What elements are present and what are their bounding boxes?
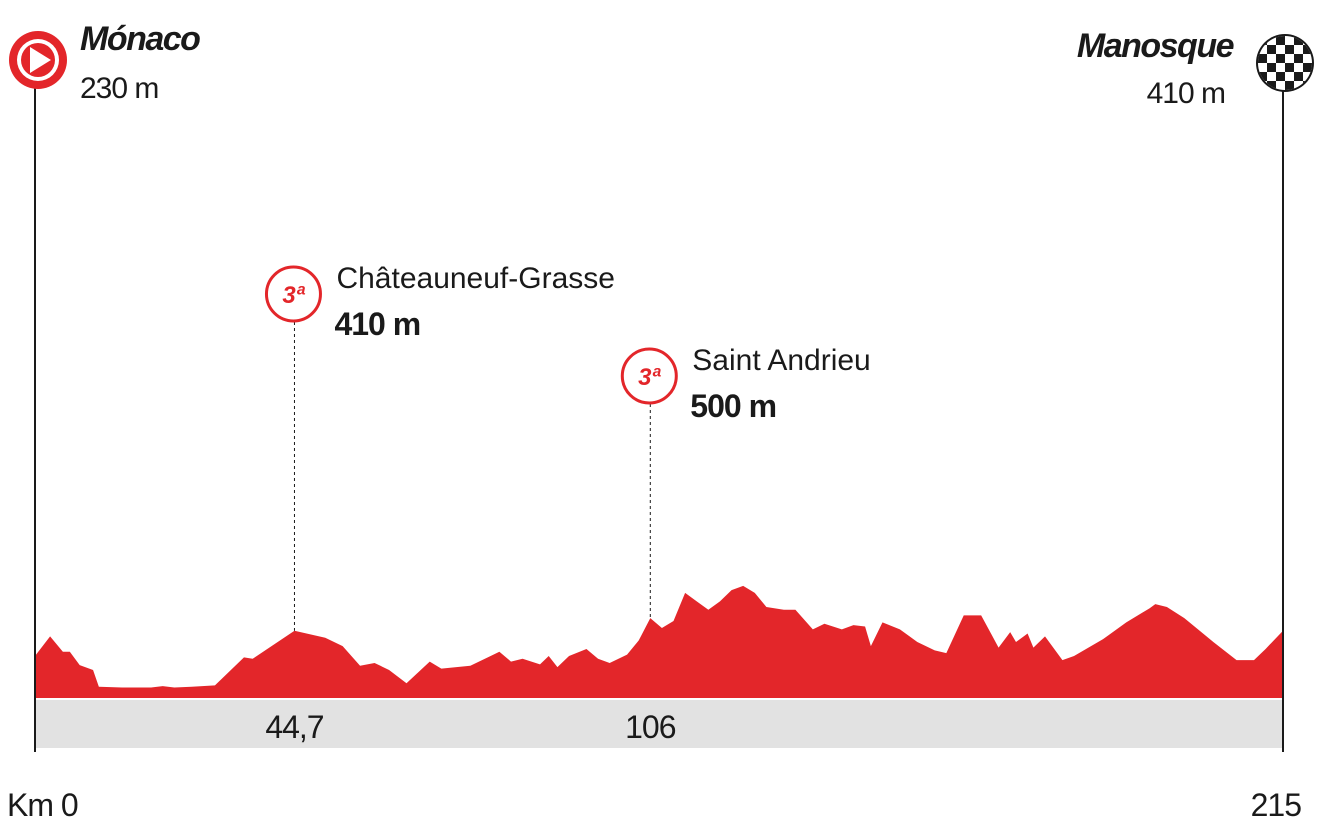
climb-name: Saint Andrieu	[692, 344, 870, 377]
start-icon	[9, 31, 67, 89]
km-band	[35, 700, 1283, 748]
climb-name: Châteauneuf-Grasse	[336, 262, 615, 295]
finish-name: Manosque	[1077, 27, 1234, 65]
climb-badge	[620, 347, 678, 405]
climb-elevation: 410 m	[334, 306, 420, 342]
climb-category: 3ª	[282, 282, 305, 309]
climb-category: 3ª	[638, 364, 661, 391]
climb-km: 44,7	[265, 709, 323, 745]
climb-badge	[264, 265, 322, 323]
x-tick-label: Km 0	[7, 787, 78, 823]
elevation-area	[35, 585, 1283, 698]
start-elevation: 230 m	[80, 72, 158, 105]
climb-km: 106	[625, 709, 676, 745]
x-tick-label: 215	[1251, 787, 1302, 823]
start-name: Mónaco	[80, 20, 200, 58]
finish-icon	[1256, 34, 1314, 92]
finish-elevation: 410 m	[1147, 77, 1225, 110]
climb-elevation: 500 m	[690, 388, 776, 424]
